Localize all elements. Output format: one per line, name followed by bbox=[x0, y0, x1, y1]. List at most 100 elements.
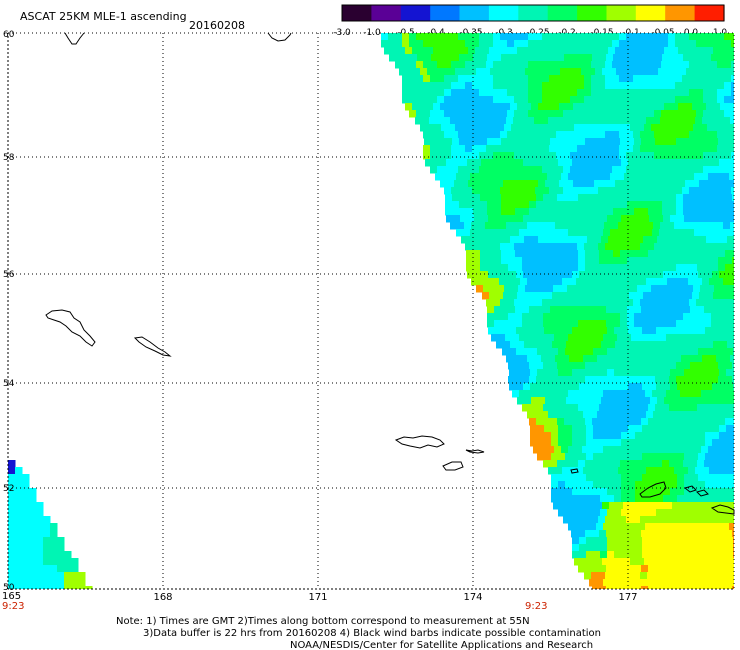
swath-cell bbox=[648, 250, 656, 258]
swath-cell bbox=[684, 271, 692, 279]
swath-cell bbox=[705, 453, 713, 461]
swath-cell bbox=[557, 250, 565, 258]
swath-cell bbox=[642, 439, 650, 447]
swath-cell bbox=[659, 229, 667, 237]
swath-cell bbox=[599, 208, 607, 216]
swath-cell bbox=[719, 369, 727, 377]
swath-cell bbox=[564, 264, 572, 272]
swath-cell bbox=[508, 257, 516, 265]
swath-cell bbox=[673, 173, 681, 181]
map-border bbox=[7, 32, 735, 590]
swath-cell bbox=[493, 299, 501, 307]
swath-cell bbox=[689, 145, 697, 153]
swath-cell bbox=[429, 117, 437, 125]
swath-cell bbox=[606, 194, 614, 202]
swath-cell bbox=[8, 502, 16, 510]
swath-cell bbox=[540, 173, 548, 181]
swath-cell bbox=[516, 215, 524, 223]
swath-cell bbox=[674, 411, 682, 419]
swath-cell bbox=[565, 439, 573, 447]
swath-cell bbox=[571, 250, 579, 258]
swath-cell bbox=[571, 194, 579, 202]
swath-cell bbox=[685, 103, 693, 111]
swath-cell bbox=[685, 236, 693, 244]
swath-cell bbox=[15, 551, 23, 559]
swath-cell bbox=[36, 586, 44, 589]
swath-cell bbox=[484, 229, 492, 237]
swath-cell bbox=[726, 271, 734, 279]
swath-cell bbox=[718, 250, 726, 258]
swath-cell bbox=[454, 103, 462, 111]
swath-cell bbox=[22, 586, 30, 589]
swath-cell bbox=[690, 418, 698, 426]
swath-cell bbox=[556, 131, 564, 139]
swath-cell bbox=[683, 320, 691, 328]
swath-cell bbox=[561, 446, 569, 454]
swath-cell bbox=[696, 516, 704, 524]
swath-cell bbox=[528, 299, 536, 307]
swath-cell bbox=[578, 530, 586, 538]
swath-cell bbox=[600, 432, 608, 440]
swath-cell bbox=[696, 89, 704, 97]
swath-cell bbox=[542, 61, 550, 69]
swath-cell bbox=[619, 152, 627, 160]
swath-cell bbox=[607, 215, 615, 223]
swath-cell bbox=[718, 362, 726, 370]
swath-cell bbox=[437, 89, 445, 97]
swath-cell bbox=[402, 61, 410, 69]
swath-cell bbox=[571, 418, 579, 426]
swath-cell bbox=[722, 390, 730, 398]
swath-cell bbox=[733, 495, 734, 503]
swath-cell bbox=[729, 523, 734, 531]
swath-cell bbox=[682, 243, 690, 251]
swath-cell bbox=[543, 138, 551, 146]
swath-cell bbox=[507, 145, 515, 153]
swath-cell bbox=[695, 411, 703, 419]
swath-cell bbox=[724, 131, 732, 139]
swath-cell bbox=[529, 404, 537, 412]
colorbar-segment bbox=[665, 5, 696, 21]
swath-cell bbox=[617, 446, 625, 454]
swath-cell bbox=[623, 124, 631, 132]
swath-cell bbox=[711, 586, 719, 589]
swath-cell bbox=[656, 215, 664, 223]
swath-cell bbox=[628, 369, 636, 377]
swath-cell bbox=[444, 33, 452, 41]
swath-cell bbox=[708, 579, 716, 587]
swath-cell bbox=[565, 327, 573, 335]
swath-cell bbox=[642, 551, 650, 559]
swath-cell bbox=[437, 152, 445, 160]
swath-cell bbox=[578, 264, 586, 272]
swath-cell bbox=[433, 103, 441, 111]
swath-cell bbox=[507, 166, 515, 174]
swath-cell bbox=[479, 145, 487, 153]
swath-cell bbox=[591, 516, 599, 524]
product-date: 20160208 bbox=[189, 19, 245, 32]
swath-cell bbox=[671, 341, 679, 349]
swath-cell bbox=[461, 103, 469, 111]
swath-cell bbox=[705, 383, 713, 391]
swath-cell bbox=[472, 33, 480, 41]
swath-cell bbox=[558, 369, 566, 377]
swath-cell bbox=[648, 138, 656, 146]
swath-cell bbox=[661, 243, 669, 251]
swath-cell bbox=[650, 236, 658, 244]
swath-cell bbox=[694, 173, 702, 181]
swath-cell bbox=[636, 236, 644, 244]
swath-cell bbox=[619, 82, 627, 90]
swath-cell bbox=[564, 460, 572, 468]
swath-cell bbox=[458, 75, 466, 83]
swath-cell bbox=[675, 82, 683, 90]
swath-cell bbox=[556, 40, 564, 48]
swath-cell bbox=[595, 502, 603, 510]
swath-cell bbox=[652, 390, 660, 398]
swath-cell bbox=[649, 348, 657, 356]
swath-cell bbox=[732, 264, 734, 272]
swath-cell bbox=[599, 376, 607, 384]
swath-cell bbox=[581, 285, 589, 293]
swath-cell bbox=[550, 201, 558, 209]
swath-cell bbox=[732, 320, 734, 328]
swath-cell bbox=[492, 278, 500, 286]
swath-cell bbox=[586, 474, 594, 482]
swath-cell bbox=[482, 292, 490, 300]
